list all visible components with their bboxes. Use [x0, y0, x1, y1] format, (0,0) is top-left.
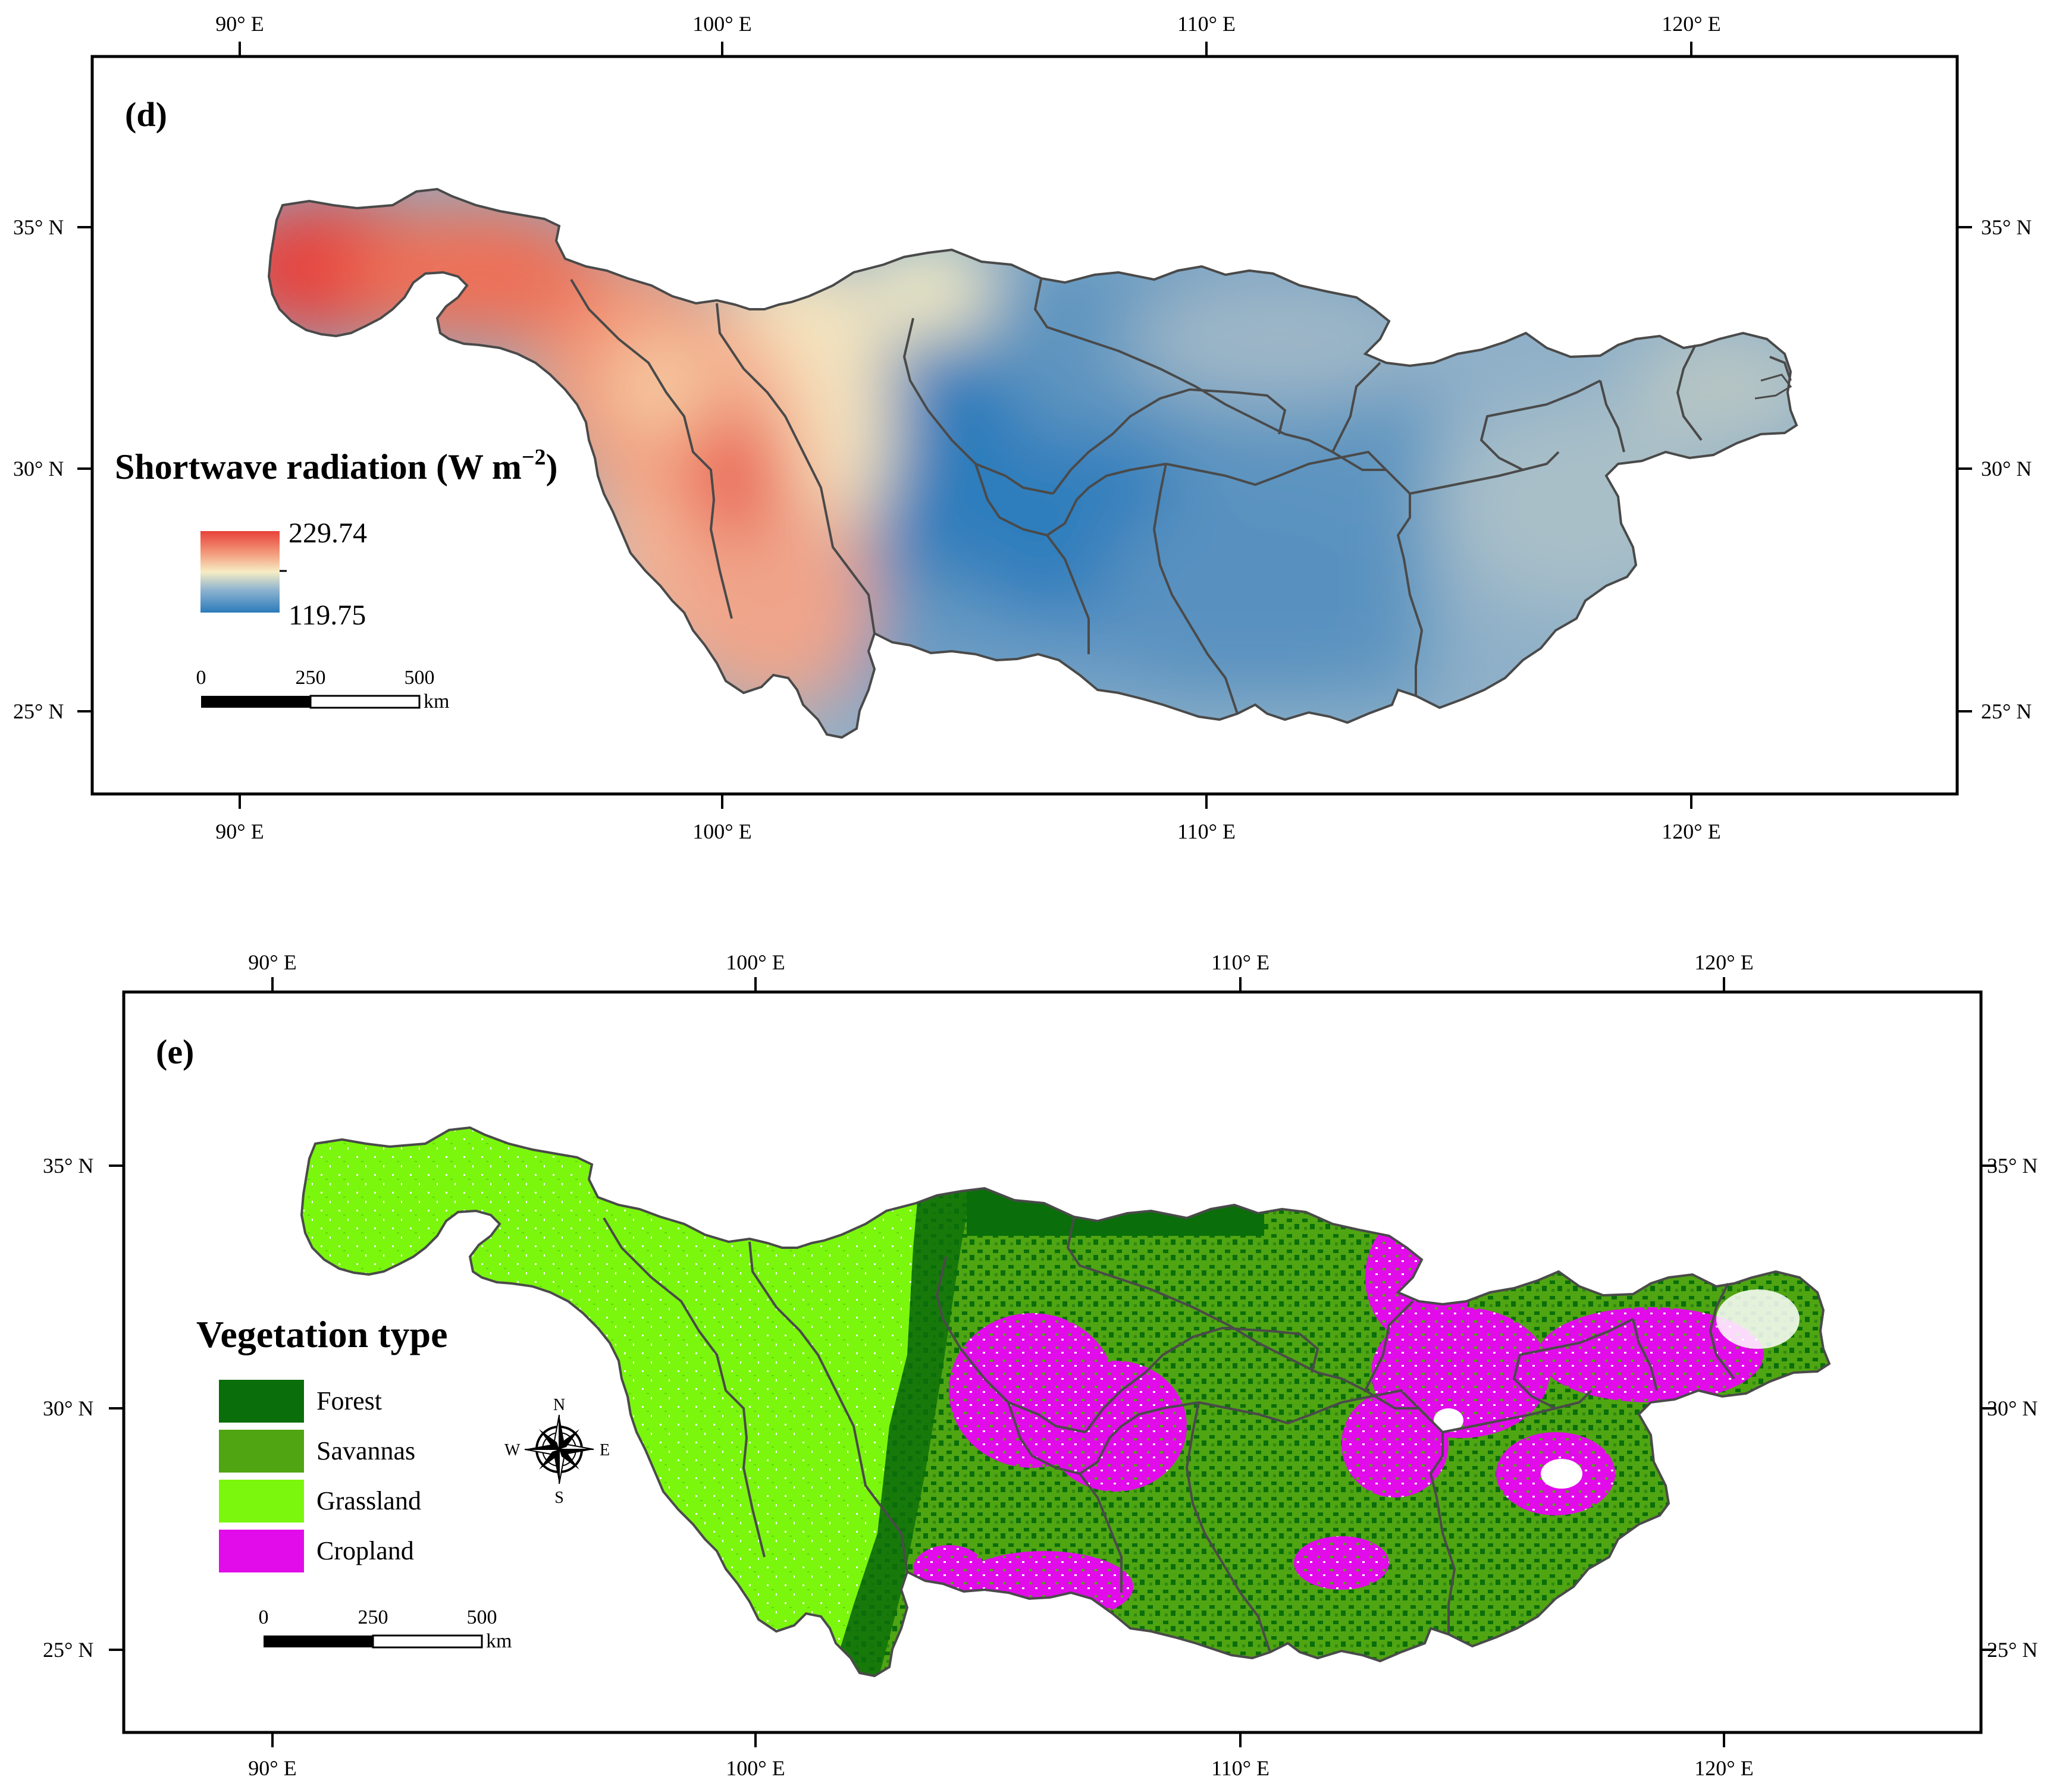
compass-w: W [504, 1441, 521, 1459]
lat-ticks-e [109, 1164, 1996, 1651]
lon-label-90-top-e: 90° E [248, 950, 296, 974]
sub-basin-lines-e [603, 1217, 1735, 1653]
lon-label-120-top-e: 120° E [1694, 950, 1753, 974]
compass-s: S [554, 1489, 564, 1507]
lat-label-35-right: 35° N [1981, 215, 2032, 239]
legend-label-cropland: Cropland [316, 1536, 414, 1565]
lon-label-120-bottom-e: 120° E [1694, 1756, 1753, 1780]
legend-label-grassland: Grassland [316, 1486, 421, 1515]
legend-swatch-cropland [219, 1530, 304, 1572]
scale-bar-white-d [309, 695, 421, 709]
north-arrow-compass: N S E W [504, 1396, 610, 1507]
lat-label-30-left: 30° N [13, 457, 64, 481]
lon-label-110-bottom: 110° E [1177, 820, 1236, 843]
scale-tick-250-e: 250 [358, 1606, 388, 1628]
lon-label-100-top: 100° E [692, 12, 751, 36]
panel-e-vegetation-map: 90° E 100° E 110° E 120° E 90° E 100° E … [43, 950, 2037, 1780]
scale-bar-white-e [372, 1634, 483, 1649]
panel-d-shortwave-map: 90° E 100° E 110° E 120° E 90° E 100° E … [13, 12, 2032, 843]
legend-label-forest: Forest [316, 1386, 382, 1415]
lon-label-100-bottom: 100° E [692, 820, 751, 843]
legend-swatch-savannas [219, 1430, 304, 1473]
compass-e: E [600, 1441, 610, 1459]
lat-label-30-left-e: 30° N [43, 1396, 93, 1420]
lon-label-120-top: 120° E [1662, 12, 1720, 36]
lat-label-35-left: 35° N [13, 215, 64, 239]
sub-basin-lines-d [570, 278, 1792, 714]
vegetation-legend: Vegetation type Forest Savannas Grassland C… [196, 1313, 447, 1572]
panel-d-label: (d) [125, 95, 167, 134]
lon-label-90-bottom-e: 90° E [248, 1756, 296, 1780]
scale-unit-d: km [424, 690, 449, 712]
lat-label-25-left-e: 25° N [43, 1638, 93, 1662]
scale-bar-e: 0 250 500 km [259, 1606, 512, 1652]
scale-unit-e: km [486, 1630, 512, 1652]
lon-label-100-top-e: 100° E [726, 950, 785, 974]
lon-ticks-d [239, 42, 1692, 809]
legend-title-e: Vegetation type [196, 1313, 447, 1355]
lon-label-110-bottom-e: 110° E [1211, 1756, 1269, 1780]
scale-tick-500-d: 500 [405, 667, 435, 689]
lon-ticks-e [271, 977, 1725, 1747]
lon-label-100-bottom-e: 100° E [726, 1756, 785, 1780]
lat-label-25-left: 25° N [13, 699, 64, 723]
scale-tick-0-d: 0 [196, 667, 206, 689]
scale-bar-black-d [201, 696, 311, 708]
panel-e-label: (e) [156, 1032, 194, 1071]
lat-ticks-d [77, 226, 1972, 712]
scale-bar-d: 0 250 500 km [196, 667, 450, 712]
legend-min-value: 119.75 [289, 599, 366, 631]
shortwave-legend: Shortwave radiation (W m−2) 229.74 119.7… [115, 445, 558, 631]
estuary-outline-d [1754, 373, 1792, 400]
legend-swatch-grassland [219, 1480, 304, 1523]
scale-tick-0-e: 0 [259, 1606, 269, 1628]
scale-bar-black-e [264, 1636, 373, 1647]
legend-colorbar [200, 531, 280, 613]
lon-label-120-bottom: 120° E [1662, 820, 1720, 843]
lat-label-35-left-e: 35° N [43, 1154, 93, 1178]
lat-label-25-right: 25° N [1981, 699, 2032, 723]
lon-label-90-bottom: 90° E [215, 820, 264, 843]
lon-label-110-top-e: 110° E [1211, 950, 1269, 974]
legend-label-savannas: Savannas [316, 1436, 415, 1465]
scale-tick-500-e: 500 [467, 1606, 497, 1628]
compass-n: N [553, 1396, 565, 1414]
lat-label-30-right: 30° N [1981, 457, 2032, 481]
legend-max-value: 229.74 [289, 517, 367, 549]
scale-tick-250-d: 250 [296, 667, 326, 689]
legend-swatch-forest [219, 1380, 304, 1423]
lon-label-110-top: 110° E [1177, 12, 1236, 36]
lon-label-90-top: 90° E [215, 12, 264, 36]
legend-title-d: Shortwave radiation (W m−2) [115, 445, 558, 486]
